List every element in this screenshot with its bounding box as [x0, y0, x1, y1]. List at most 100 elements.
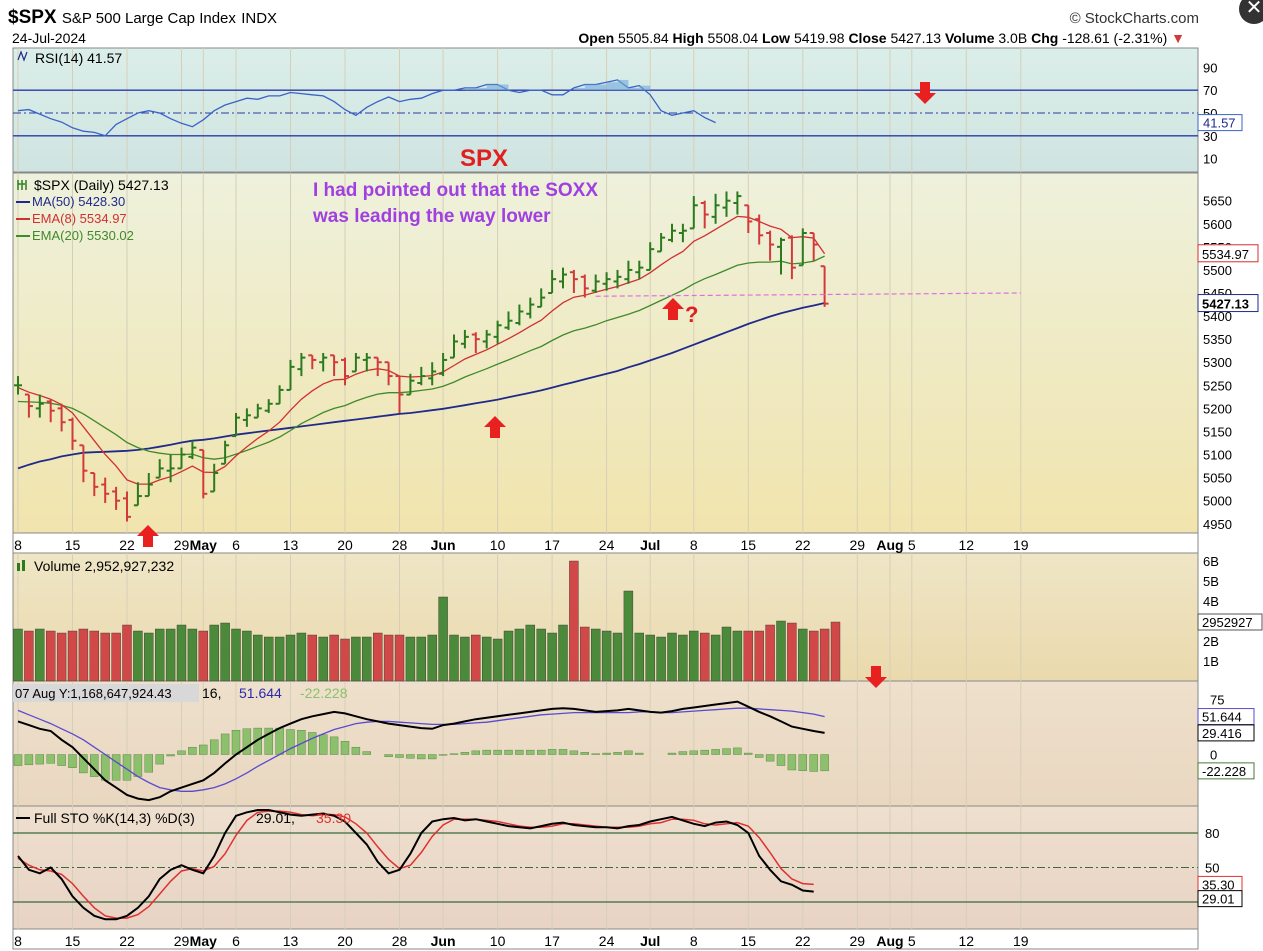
volume-y-tick: 5B: [1203, 574, 1219, 589]
volume-bar: [798, 628, 808, 682]
bottom-date-axis-strip: [12, 928, 1199, 950]
volume-bar: [558, 624, 568, 682]
x-tick-label: 29: [850, 537, 866, 553]
macd-histogram-bar: [351, 746, 361, 755]
annotation-title: SPX: [460, 145, 508, 172]
chg-label: Chg: [1031, 30, 1059, 46]
macd-histogram-bar: [144, 754, 154, 773]
macd-histogram-bar: [700, 749, 709, 755]
macd-histogram-bar: [558, 749, 568, 755]
macd-histogram-bar: [340, 741, 350, 755]
macd-histogram-bar: [471, 750, 480, 755]
macd-histogram-bar: [155, 754, 164, 765]
x-tick-label-bottom: 8: [14, 933, 22, 949]
x-tick-label-bottom: 20: [337, 933, 353, 949]
volume-bar: [721, 626, 732, 682]
close-value-label: 5427.13: [1202, 297, 1249, 312]
macd-histogram-bar: [122, 754, 132, 781]
rsi-overbought-fill: [639, 85, 651, 91]
x-tick-label-bottom: 13: [283, 933, 299, 949]
price-y-tick: 5500: [1203, 263, 1232, 278]
macd-histogram-bar: [253, 727, 263, 755]
rsi-y-tick: 30: [1203, 129, 1217, 144]
macd-histogram-bar: [35, 754, 44, 765]
volume-label: Volume: [944, 30, 995, 46]
volume-bar: [122, 624, 132, 682]
volume-bar: [373, 632, 383, 682]
rsi-overbought-fill: [617, 79, 629, 91]
close-value: 5427.13: [890, 30, 942, 46]
rsi-overbought-fill: [464, 87, 476, 91]
macd-histogram-bar: [111, 754, 121, 781]
macd-histogram-bar: [220, 733, 230, 755]
x-tick-label: Aug: [876, 537, 903, 553]
macd-value-box: [1197, 762, 1255, 780]
x-tick-label-bottom: 17: [544, 933, 560, 949]
macd-histogram-bar: [209, 739, 219, 755]
x-tick-label-bottom: Jun: [431, 933, 456, 949]
volume-bar: [438, 596, 448, 682]
macd-histogram-bar: [362, 751, 371, 755]
high-value: 5508.04: [707, 30, 759, 46]
macd-histogram-bar: [242, 728, 252, 755]
x-tick-label-bottom: May: [190, 933, 217, 949]
volume-bar: [656, 636, 666, 682]
macd-legend-histogram: -22.228: [300, 685, 348, 701]
volume-y-tick: 6B: [1203, 554, 1219, 569]
ema8-value-label: 5534.97: [1202, 247, 1249, 262]
volume-bar: [242, 630, 252, 682]
volume-bar: [700, 632, 710, 682]
volume-bar: [536, 628, 546, 682]
macd-histogram-bar: [613, 752, 622, 755]
x-tick-label: 24: [599, 537, 615, 553]
price-y-tick: 5100: [1203, 448, 1232, 463]
crosshair-readout: 07 Aug Y:1,168,647,924.43: [15, 686, 172, 701]
x-tick-label: 20: [337, 537, 353, 553]
ma50-line: [17, 302, 825, 470]
x-tick-label: 13: [283, 537, 299, 553]
macd-histogram-bar: [395, 754, 404, 758]
volume-legend-icon: [17, 560, 25, 571]
volume-bar: [591, 628, 601, 682]
close-icon[interactable]: ✕: [1239, 0, 1263, 24]
macd-value-label: -22.228: [1202, 764, 1246, 779]
x-tick-label-bottom: 6: [232, 933, 240, 949]
volume-bar: [274, 636, 285, 682]
volume-bar: [525, 624, 535, 682]
ticker-name: S&P 500 Large Cap Index: [61, 10, 236, 27]
price-legend-item: EMA(8) 5534.97: [32, 211, 127, 226]
volume-bar: [78, 628, 89, 682]
down-arrow-icon: [865, 666, 887, 688]
macd-histogram-bar: [188, 746, 197, 755]
x-tick-label-bottom: 8: [690, 933, 698, 949]
macd-histogram-bar: [787, 754, 797, 771]
volume-bar: [634, 632, 644, 682]
volume-bar: [667, 632, 677, 682]
volume-bar: [809, 630, 819, 682]
volume-bar: [24, 630, 34, 682]
price-panel: [12, 172, 1199, 534]
stochastic-y-tick: 50: [1205, 861, 1219, 876]
volume-bar: [569, 560, 579, 682]
up-arrow-icon: [137, 525, 159, 547]
volume-bar: [253, 634, 263, 682]
price-y-tick: 5350: [1203, 332, 1232, 347]
volume-bar: [449, 634, 459, 682]
x-tick-label-bottom: 15: [741, 933, 757, 949]
macd-histogram-bar: [329, 736, 339, 755]
stochastic-d-value: 35.30: [1202, 877, 1235, 892]
high-label: High: [672, 30, 704, 46]
close-value-box: [1197, 294, 1259, 313]
ema8-value-box: [1197, 244, 1259, 263]
volume-bar: [471, 634, 481, 682]
volume-bar: [133, 630, 143, 682]
volume-bar: [394, 634, 405, 682]
x-tick-label: 29: [174, 537, 190, 553]
annotation-question-mark: ?: [685, 302, 698, 327]
x-tick-label-bottom: 15: [65, 933, 81, 949]
volume-value-label: 2952927: [1202, 615, 1253, 630]
volume-bar: [111, 632, 121, 682]
rsi-overbought-fill: [497, 84, 509, 91]
volume-bar: [482, 636, 492, 682]
price-legend-item: MA(50) 5428.30: [32, 194, 125, 209]
